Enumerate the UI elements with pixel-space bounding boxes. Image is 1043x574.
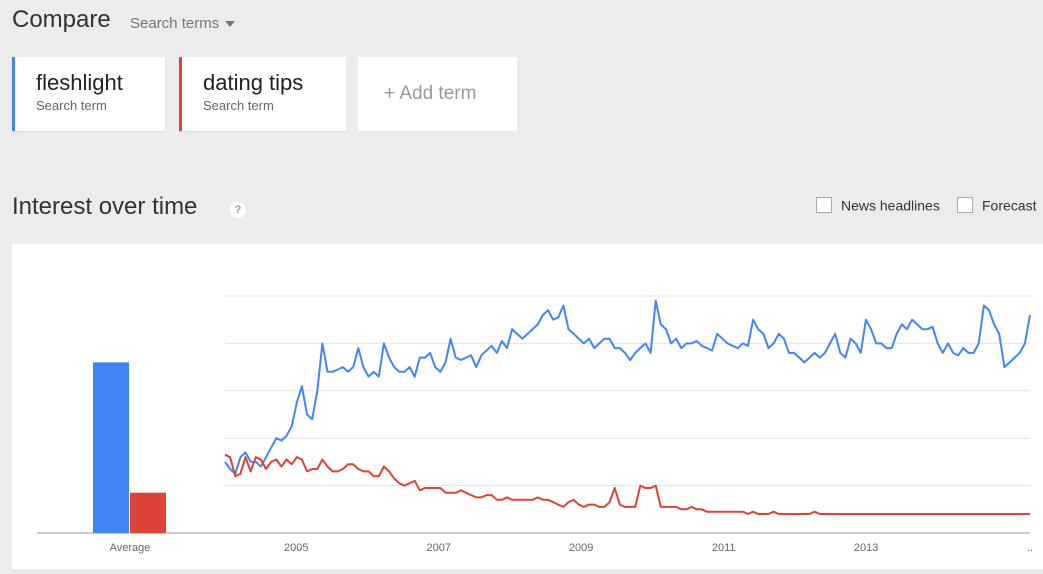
- x-tick-label: 2005: [284, 542, 308, 554]
- search-terms-label: Search terms: [130, 15, 220, 32]
- x-tick-label: 2011: [712, 542, 736, 554]
- term-name: fleshlight: [36, 70, 123, 95]
- series-line: [224, 453, 1030, 515]
- series-line: [224, 299, 1031, 475]
- term-subtitle: Search term: [203, 98, 274, 113]
- section-title: Interest over time: [12, 193, 198, 220]
- term-card-fleshlight[interactable]: fleshlight Search term: [12, 57, 165, 131]
- help-icon[interactable]: ?: [230, 202, 246, 218]
- forecast-label: Forecast: [982, 197, 1037, 214]
- chevron-down-icon: [225, 21, 236, 28]
- average-label: Average: [110, 542, 151, 554]
- term-color-bar: [179, 57, 182, 131]
- search-terms-dropdown[interactable]: Search terms: [130, 15, 236, 32]
- page-title: Compare: [12, 6, 111, 33]
- term-card-dating-tips[interactable]: dating tips Search term: [179, 57, 346, 131]
- forecast-checkbox[interactable]: Forecast: [957, 196, 1037, 214]
- x-tick-label: 2009: [569, 542, 593, 554]
- add-term-label: + Add term: [384, 83, 477, 104]
- interest-over-time-chart: Average 2005 2007 2009 2011 2013..: [37, 295, 1033, 554]
- checkbox-icon: [957, 197, 973, 214]
- news-headlines-label: News headlines: [841, 197, 940, 214]
- term-subtitle: Search term: [36, 98, 107, 113]
- term-color-bar: [12, 57, 15, 131]
- average-bar: [130, 492, 166, 533]
- checkbox-icon: [816, 197, 832, 214]
- x-tick-label: 2013: [854, 542, 878, 554]
- news-headlines-checkbox[interactable]: News headlines: [816, 196, 940, 214]
- x-tick-label: 2007: [426, 542, 450, 554]
- average-bar: [93, 362, 129, 533]
- interest-chart-panel: Average 2005 2007 2009 2011 2013..: [12, 244, 1043, 569]
- add-term-button[interactable]: + Add term: [358, 57, 517, 131]
- term-name: dating tips: [203, 70, 304, 95]
- x-tick-label: ..: [1027, 542, 1033, 554]
